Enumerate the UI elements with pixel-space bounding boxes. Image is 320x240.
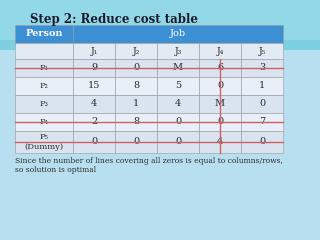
Bar [15,59,73,77]
Bar [241,113,283,131]
Bar [73,43,115,59]
Bar [199,43,241,59]
Text: 0: 0 [217,118,223,126]
Text: J₁: J₁ [90,47,98,55]
Text: P₁: P₁ [40,64,48,72]
Bar [115,113,157,131]
Bar [115,131,157,153]
Bar [241,77,283,95]
Bar [15,95,73,113]
Bar [241,95,283,113]
Text: 2: 2 [91,118,97,126]
Text: P₂: P₂ [40,82,48,90]
Text: 0: 0 [175,138,181,146]
Text: 7: 7 [259,118,265,126]
Text: 5: 5 [175,82,181,90]
Text: 4: 4 [217,138,223,146]
Bar [73,113,115,131]
Bar [115,95,157,113]
Text: P₄: P₄ [39,118,49,126]
Bar [0,0,320,40]
Bar [241,131,283,153]
Text: 15: 15 [88,82,100,90]
Bar [157,95,199,113]
Text: 1: 1 [259,82,265,90]
Text: Job: Job [170,30,186,38]
Bar [241,59,283,77]
Bar [199,131,241,153]
Bar [15,43,73,59]
Text: 4: 4 [91,100,97,108]
Bar [15,113,73,131]
Text: J₅: J₅ [258,47,266,55]
Text: Step 2: Reduce cost table: Step 2: Reduce cost table [30,13,198,26]
Bar [115,43,157,59]
Text: 0: 0 [133,64,139,72]
Bar [73,95,115,113]
Bar [15,77,73,95]
Bar [15,25,73,43]
Bar [73,59,115,77]
Bar [199,77,241,95]
Text: J₄: J₄ [216,47,224,55]
Text: P₅
(Dummy): P₅ (Dummy) [24,133,64,151]
Bar [157,59,199,77]
Text: J₃: J₃ [174,47,182,55]
Bar [157,131,199,153]
Bar [157,113,199,131]
Bar [0,0,320,50]
Bar [199,113,241,131]
Text: 0: 0 [133,138,139,146]
Text: 6: 6 [217,64,223,72]
Bar [73,25,283,43]
Text: J₂: J₂ [132,47,140,55]
Bar [115,59,157,77]
Text: 0: 0 [259,138,265,146]
Text: M: M [215,100,225,108]
Bar [199,59,241,77]
Bar [157,77,199,95]
Text: M: M [173,64,183,72]
Text: 0: 0 [259,100,265,108]
Text: 0: 0 [217,82,223,90]
Text: Person: Person [25,30,63,38]
Bar [73,131,115,153]
Bar [73,77,115,95]
Text: 8: 8 [133,118,139,126]
Bar [241,43,283,59]
Text: Since the number of lines covering all zeros is equal to columns/rows,
so soluti: Since the number of lines covering all z… [15,157,283,174]
Bar [199,95,241,113]
Text: 0: 0 [91,138,97,146]
Text: P₃: P₃ [40,100,48,108]
Text: 0: 0 [175,118,181,126]
Text: 9: 9 [91,64,97,72]
Text: 4: 4 [175,100,181,108]
Text: 1: 1 [133,100,139,108]
Text: 8: 8 [133,82,139,90]
Bar [157,43,199,59]
Text: 3: 3 [259,64,265,72]
Bar [115,77,157,95]
Bar [15,131,73,153]
